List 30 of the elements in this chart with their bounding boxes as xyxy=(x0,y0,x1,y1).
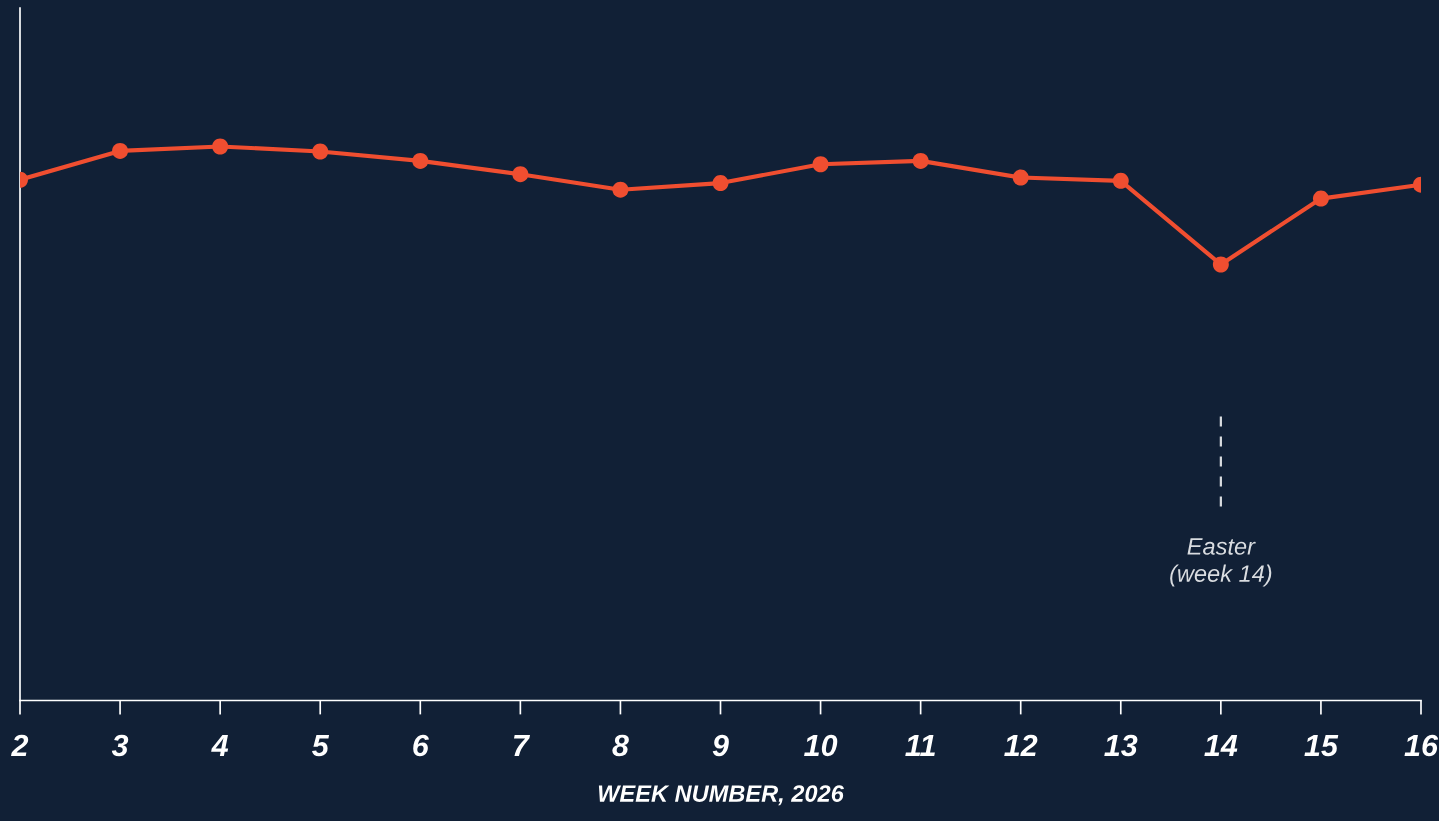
x-tick-label: 13 xyxy=(1104,734,1138,757)
x-tick-label: 9 xyxy=(712,734,729,757)
x-tick-label: 15 xyxy=(1304,734,1339,757)
point xyxy=(312,143,329,160)
x-tick-label: 11 xyxy=(905,734,935,756)
x-tick-label: 4 xyxy=(211,734,229,756)
x-tick-label: 10 xyxy=(804,734,838,757)
x-axis-title: WEEK NUMBER, 2026 xyxy=(598,785,844,806)
ref-line-label: Easter (week 14) xyxy=(1170,538,1272,587)
point xyxy=(812,156,829,173)
point xyxy=(1212,256,1229,273)
point xyxy=(1312,190,1329,207)
x-tick-label: 3 xyxy=(111,734,129,757)
point xyxy=(912,152,929,169)
point xyxy=(1112,172,1129,189)
x-tick-label: 2 xyxy=(11,734,29,756)
point xyxy=(612,181,629,198)
point xyxy=(412,152,429,169)
x-tick-label: 14 xyxy=(1204,734,1238,756)
x-tick-label: 7 xyxy=(514,734,531,756)
point xyxy=(512,166,529,183)
x-tick-label: 16 xyxy=(1404,734,1439,757)
point xyxy=(212,138,229,155)
x-tick-label: 5 xyxy=(312,734,330,757)
point xyxy=(1012,169,1029,186)
point xyxy=(112,142,129,159)
x-tick-label: 6 xyxy=(413,734,429,757)
x-tick-label: 12 xyxy=(1004,734,1038,756)
point xyxy=(712,175,729,192)
x-tick-label: 8 xyxy=(612,734,629,757)
